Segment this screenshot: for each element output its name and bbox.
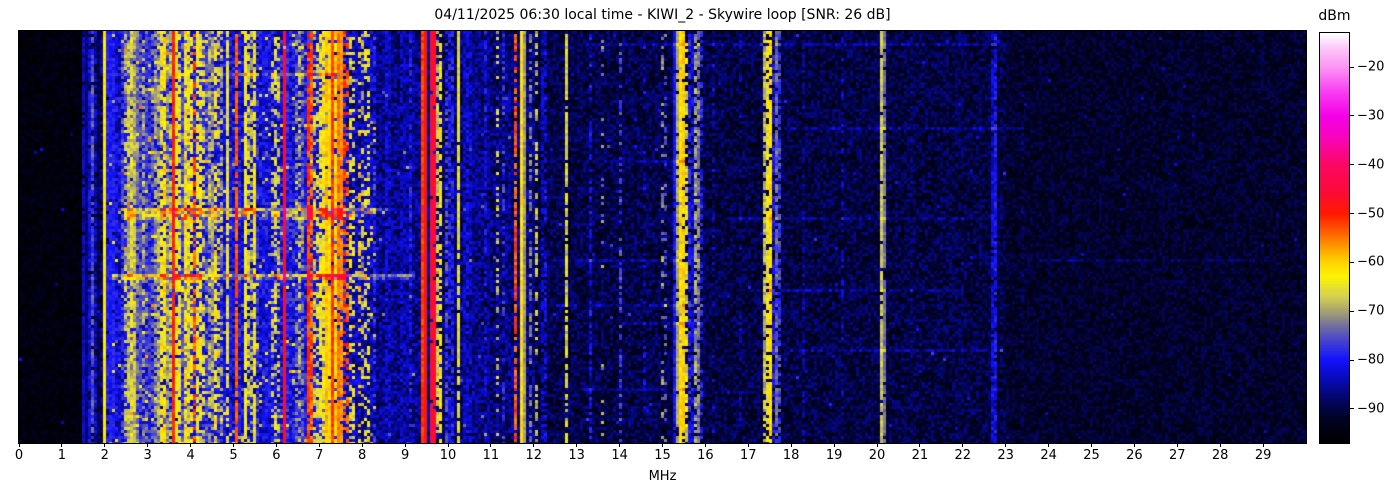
colorbar <box>1319 32 1350 444</box>
colorbar-gradient-canvas <box>1320 33 1349 443</box>
x-tick-mark <box>1219 443 1221 447</box>
x-tick-mark <box>619 443 621 447</box>
x-tick-mark <box>919 443 921 447</box>
colorbar-tick-label: −50 <box>1357 206 1385 222</box>
x-tick-mark <box>533 443 535 447</box>
x-tick-label: 9 <box>400 448 410 463</box>
x-tick-label: 12 <box>525 448 543 463</box>
colorbar-tick-label: −90 <box>1357 401 1385 417</box>
x-tick-mark <box>147 443 149 447</box>
colorbar-tick-mark <box>1350 115 1354 117</box>
colorbar-tick-label: −70 <box>1357 303 1385 319</box>
x-tick-label: 19 <box>825 448 843 463</box>
x-tick-mark <box>962 443 964 447</box>
x-tick-label: 18 <box>782 448 800 463</box>
x-tick-mark <box>233 443 234 447</box>
x-tick-label: 1 <box>57 448 67 463</box>
x-axis-label: MHz <box>648 469 677 484</box>
x-tick-label: 23 <box>997 448 1014 463</box>
colorbar-tick-mark <box>1350 164 1354 166</box>
x-tick-label: 25 <box>1083 448 1100 463</box>
x-tick-label: 10 <box>439 448 457 463</box>
colorbar-unit-label: dBm <box>1318 8 1351 24</box>
x-tick-label: 15 <box>654 448 671 463</box>
x-tick-mark <box>1133 443 1135 447</box>
waterfall-plot-area <box>18 30 1307 444</box>
x-tick-mark <box>61 443 63 447</box>
x-tick-mark <box>1005 443 1007 447</box>
x-tick-mark <box>190 443 192 447</box>
x-tick-label: 27 <box>1169 448 1186 463</box>
colorbar-tick-mark <box>1350 359 1354 361</box>
colorbar-tick-label: −20 <box>1357 59 1385 75</box>
colorbar-tick-mark <box>1350 213 1354 215</box>
x-tick-label: 2 <box>100 448 109 463</box>
x-tick-mark <box>1176 443 1178 447</box>
colorbar-tick-mark <box>1350 408 1354 410</box>
x-tick-mark <box>576 443 578 447</box>
x-tick-mark <box>876 443 878 447</box>
x-tick-mark <box>747 443 749 447</box>
x-tick-mark <box>18 443 20 447</box>
x-tick-mark <box>833 443 835 447</box>
x-tick-mark <box>1048 443 1050 447</box>
x-tick-label: 17 <box>740 448 757 463</box>
x-tick-label: 24 <box>1040 448 1057 463</box>
colorbar-tick-label: −30 <box>1357 108 1385 124</box>
colorbar-tick-mark <box>1350 261 1354 263</box>
x-tick-label: 13 <box>568 448 585 463</box>
chart-title: 04/11/2025 06:30 local time - KIWI_2 - S… <box>434 7 891 23</box>
x-tick-mark <box>1262 443 1264 447</box>
x-tick-mark <box>1091 443 1092 447</box>
colorbar-tick-label: −80 <box>1357 352 1385 368</box>
x-tick-mark <box>104 443 106 447</box>
x-tick-label: 8 <box>358 448 367 463</box>
x-tick-label: 28 <box>1211 448 1229 463</box>
colorbar-tick-mark <box>1350 310 1354 312</box>
x-tick-label: 11 <box>482 448 500 463</box>
x-tick-mark <box>275 443 277 447</box>
x-tick-label: 6 <box>272 448 281 463</box>
colorbar-tick-label: −40 <box>1357 157 1385 173</box>
x-tick-label: 20 <box>868 448 886 463</box>
colorbar-tick-mark <box>1350 66 1354 68</box>
x-tick-mark <box>704 443 706 447</box>
x-tick-mark <box>490 443 492 447</box>
x-tick-label: 14 <box>611 448 628 463</box>
x-tick-label: 7 <box>315 448 324 463</box>
x-tick-label: 29 <box>1254 448 1272 463</box>
x-tick-label: 5 <box>229 448 238 463</box>
x-tick-label: 26 <box>1126 448 1143 463</box>
x-tick-label: 3 <box>143 448 152 463</box>
x-tick-label: 16 <box>697 448 714 463</box>
colorbar-tick-label: −60 <box>1357 254 1385 270</box>
x-tick-label: 22 <box>954 448 972 463</box>
x-tick-mark <box>662 443 663 447</box>
x-tick-mark <box>790 443 792 447</box>
x-tick-mark <box>447 443 449 447</box>
x-tick-label: 0 <box>14 448 24 463</box>
x-tick-mark <box>318 443 320 447</box>
x-tick-label: 4 <box>186 448 195 463</box>
x-tick-mark <box>404 443 406 447</box>
x-tick-label: 21 <box>911 448 929 463</box>
x-tick-mark <box>361 443 363 447</box>
spectrogram-canvas <box>19 31 1306 443</box>
